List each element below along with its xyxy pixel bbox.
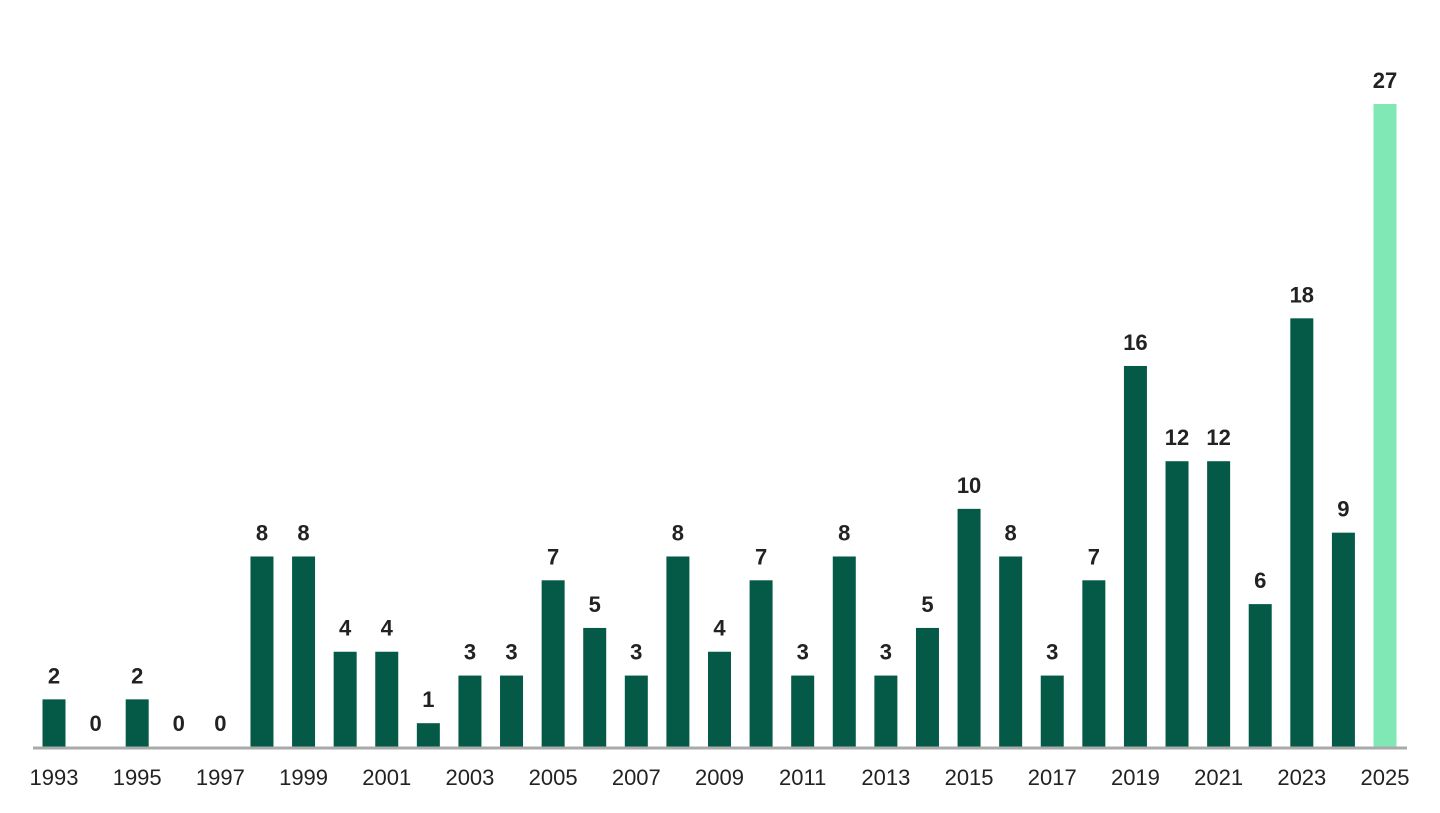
- tick-label-2021: 2021: [1194, 765, 1243, 790]
- value-label-2014: 5: [921, 592, 933, 617]
- bar-2014: [915, 627, 939, 747]
- tick-label-2007: 2007: [612, 765, 661, 790]
- value-label-1995: 2: [131, 663, 143, 688]
- bar-1998: [250, 556, 274, 747]
- tick-label-2025: 2025: [1361, 765, 1410, 790]
- value-label-2019: 16: [1123, 330, 1147, 355]
- value-label-2025: 27: [1373, 68, 1397, 93]
- bar-2012: [832, 556, 856, 747]
- value-label-2001: 4: [381, 616, 394, 641]
- bar-2022: [1248, 604, 1272, 747]
- bar-2017: [1040, 675, 1064, 747]
- value-label-2015: 10: [957, 473, 981, 498]
- value-label-2008: 8: [672, 520, 684, 545]
- tick-label-1995: 1995: [113, 765, 162, 790]
- bar-2004: [500, 675, 524, 747]
- tick-label-2019: 2019: [1111, 765, 1160, 790]
- value-label-1993: 2: [48, 663, 60, 688]
- bar-2011: [791, 675, 815, 747]
- tick-label-2013: 2013: [861, 765, 910, 790]
- tick-label-1999: 1999: [279, 765, 328, 790]
- tick-label-2003: 2003: [445, 765, 494, 790]
- bar-2025: [1373, 104, 1397, 747]
- value-label-2024: 9: [1337, 497, 1349, 522]
- value-label-2010: 7: [755, 544, 767, 569]
- tick-label-2017: 2017: [1028, 765, 1077, 790]
- tick-label-2015: 2015: [945, 765, 994, 790]
- bar-2002: [416, 723, 440, 747]
- tick-label-1997: 1997: [196, 765, 245, 790]
- value-label-2018: 7: [1088, 544, 1100, 569]
- value-label-2004: 3: [505, 640, 517, 665]
- value-label-2000: 4: [339, 616, 352, 641]
- bar-1999: [292, 556, 316, 747]
- bar-2015: [957, 508, 981, 747]
- bar-2016: [999, 556, 1023, 747]
- value-labels-group: 2 0 2 0 0 8 8 4 4 1 3 3 7 5 3 8 4 7 3 8 3 5 10 8 3 7 16 12 12 6 18 9 27: [48, 68, 1397, 736]
- value-label-2022: 6: [1254, 568, 1266, 593]
- bar-2020: [1165, 461, 1189, 747]
- value-label-1994: 0: [89, 711, 101, 736]
- value-label-2005: 7: [547, 544, 559, 569]
- value-label-2007: 3: [630, 640, 642, 665]
- value-label-2012: 8: [838, 520, 850, 545]
- value-label-2002: 1: [422, 687, 434, 712]
- value-label-2020: 12: [1165, 425, 1189, 450]
- bar-2019: [1123, 365, 1147, 747]
- value-label-2006: 5: [589, 592, 601, 617]
- value-label-1997: 0: [214, 711, 226, 736]
- bar-2008: [666, 556, 690, 747]
- bar-2018: [1082, 580, 1106, 747]
- bar-1993: [42, 699, 66, 747]
- value-label-1996: 0: [173, 711, 185, 736]
- bar-2013: [874, 675, 898, 747]
- value-label-1999: 8: [297, 520, 309, 545]
- bar-2000: [333, 651, 357, 747]
- bar-2007: [624, 675, 648, 747]
- tick-label-2023: 2023: [1277, 765, 1326, 790]
- value-label-2021: 12: [1206, 425, 1230, 450]
- tick-label-2001: 2001: [362, 765, 411, 790]
- value-label-2016: 8: [1005, 520, 1017, 545]
- bars-group: [42, 104, 1397, 747]
- tick-label-2011: 2011: [779, 765, 826, 790]
- bar-2009: [708, 651, 731, 747]
- bar-2005: [541, 580, 565, 747]
- value-label-2011: 3: [797, 640, 809, 665]
- bar-2021: [1207, 461, 1231, 747]
- value-label-2013: 3: [880, 640, 892, 665]
- bar-2006: [583, 627, 607, 747]
- tick-label-2009: 2009: [695, 765, 744, 790]
- value-label-2003: 3: [464, 640, 476, 665]
- bar-2024: [1331, 532, 1355, 747]
- bar-2003: [458, 675, 482, 747]
- tick-label-2005: 2005: [529, 765, 578, 790]
- value-label-2009: 4: [713, 616, 726, 641]
- tick-labels-group: 1993 1995 1997 1999 2001 2003 2005 2007 2009 2011…: [30, 765, 1410, 790]
- bar-2010: [749, 580, 773, 747]
- value-label-2023: 18: [1290, 282, 1314, 307]
- bar-2023: [1290, 318, 1314, 747]
- bar-2001: [375, 651, 399, 747]
- value-label-1998: 8: [256, 520, 268, 545]
- value-label-2017: 3: [1046, 640, 1058, 665]
- bar-1995: [125, 699, 149, 747]
- tick-label-1993: 1993: [30, 765, 79, 790]
